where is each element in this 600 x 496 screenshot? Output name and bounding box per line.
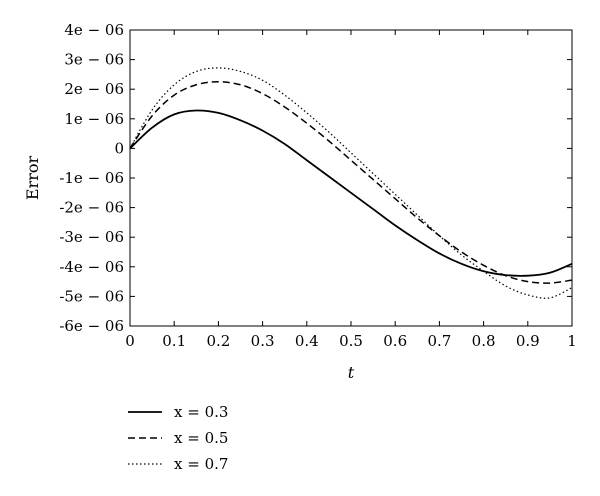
series-lines xyxy=(129,67,573,299)
legend-label: x = 0.3 xyxy=(174,403,228,421)
legend-label: x = 0.7 xyxy=(174,455,228,473)
legend: x = 0.3 x = 0.5 x = 0.7 xyxy=(128,403,228,473)
y-tick-label: 2e − 06 xyxy=(64,80,124,98)
y-tick-label: 0 xyxy=(114,139,124,157)
x-tick-label: 0.9 xyxy=(516,332,540,350)
series-line-1 xyxy=(129,109,573,277)
y-tick-label: 3e − 06 xyxy=(64,51,124,69)
x-tick-label: 0.5 xyxy=(339,332,363,350)
x-tick-label: 0.6 xyxy=(383,332,407,350)
x-tick-label: 0.3 xyxy=(251,332,275,350)
y-tick-label: -6e − 06 xyxy=(59,317,124,335)
y-tick-label: -1e − 06 xyxy=(59,169,124,187)
axis-tick-labels: 0 0.1 0.2 0.3 0.4 0.5 0.6 0.7 0.8 0.9 1 4e − 06 3e −… xyxy=(59,21,576,350)
legend-label: x = 0.5 xyxy=(174,429,228,447)
series-line-2 xyxy=(129,81,573,284)
x-axis-label: t xyxy=(348,363,355,382)
x-tick-label: 0.1 xyxy=(162,332,186,350)
y-tick-label: -3e − 06 xyxy=(59,228,124,246)
x-tick-label: 0.2 xyxy=(206,332,230,350)
y-tick-label: -5e − 06 xyxy=(59,287,124,305)
y-tick-label: -4e − 06 xyxy=(59,258,124,276)
y-tick-label: 4e − 06 xyxy=(64,21,124,39)
plot-frame xyxy=(129,29,573,327)
x-tick-label: 0.8 xyxy=(472,332,496,350)
x-tick-label: 1 xyxy=(567,332,577,350)
y-axis-label: Error xyxy=(23,156,42,201)
x-tick-label: 0.4 xyxy=(295,332,319,350)
x-tick-label: 0.7 xyxy=(427,332,451,350)
x-tick-label: 0 xyxy=(125,332,135,350)
axis-ticks xyxy=(129,29,573,327)
y-tick-label: -2e − 06 xyxy=(59,199,124,217)
y-tick-label: 1e − 06 xyxy=(64,110,124,128)
series-line-3 xyxy=(129,67,573,299)
